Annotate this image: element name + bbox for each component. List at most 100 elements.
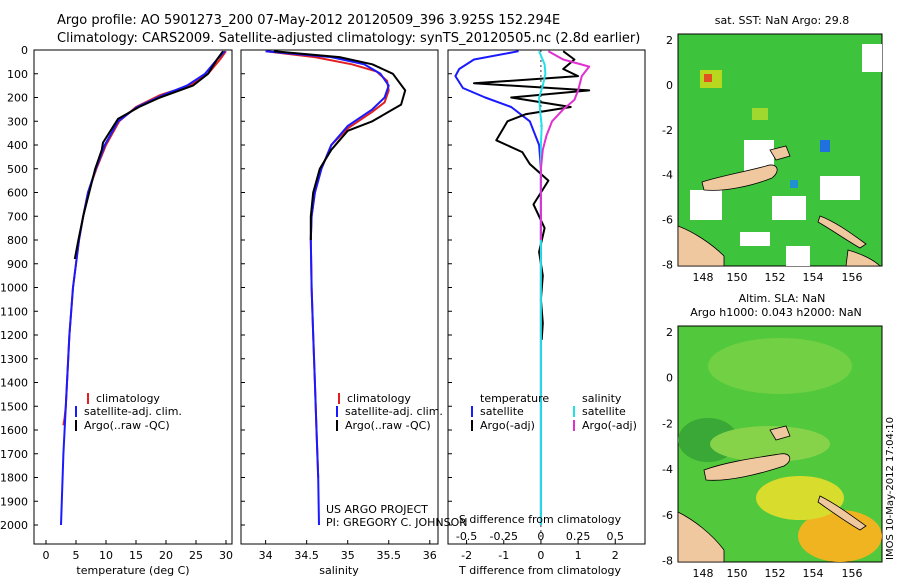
x-tick-label: 1 [575,549,582,562]
x-tick-label: -1 [498,549,509,562]
x-tick-label: 35.5 [377,549,402,562]
series-line-salinity-argo-adj- [539,50,591,240]
sla-field [708,338,852,394]
y-tick-label: 1000 [0,282,28,295]
y-tick-label: 1700 [0,448,28,461]
top-tick-label: 0.25 [566,530,591,543]
temperature-legend: climatology satellite-adj. clim. Argo(..… [75,392,182,432]
header-line1: Argo profile: AO 5901273_200 07-May-2012… [57,13,560,28]
x-tick-label: 35 [341,549,355,562]
y-tick-label: 800 [7,234,28,247]
sla-field [710,426,830,462]
sst-map-y-tick-label: 2 [666,34,673,47]
legend-label-s-argo: Argo(-adj) [582,419,637,432]
sst-map-x-tick-label: 150 [727,271,748,284]
legend-label-satellite: satellite-adj. clim. [345,405,443,418]
x-tick-label: 25 [189,549,203,562]
difference-xlabel-top: S difference from climatology [459,513,622,526]
salinity-panel [240,49,439,545]
legend-label-argo: Argo(..raw -QC) [345,419,431,432]
difference-legend: temperature salinity satellite Argo(-adj… [471,392,637,432]
y-tick-label: 1300 [0,353,28,366]
sla-map-y-tick-label: -6 [662,509,673,522]
legend-label-t-satellite: satellite [480,405,524,418]
sst-missing-patch [772,196,806,220]
sst-cool-patch [820,140,830,152]
y-tick-label: 400 [7,139,28,152]
y-tick-label: 2000 [0,519,28,532]
legend-label-s-satellite: satellite [582,405,626,418]
x-tick-label: 5 [73,549,80,562]
legend-label-argo: Argo(..raw -QC) [84,419,170,432]
legend-label-t-argo: Argo(-adj) [480,419,535,432]
x-tick-label: 2 [612,549,619,562]
legend-label-satellite: satellite-adj. clim. [84,405,182,418]
sst-map-x-tick-label: 154 [803,271,824,284]
y-tick-label: 1100 [0,305,28,318]
legend-title-salinity: salinity [582,392,622,405]
top-tick-label: -0.5 [456,530,477,543]
sla-high [756,476,844,520]
x-tick-label: 34.5 [294,549,319,562]
new-britain-island [701,164,778,191]
y-tick-label: 0 [21,44,28,57]
difference-xlabel: T difference from climatology [458,564,621,577]
new-guinea-coast [677,225,725,267]
sla-map-y-tick-label: 0 [666,372,673,385]
timestamp-vertical: IMOS 10-May-2012 17:04:10 [885,417,896,560]
x-tick-label: 34 [259,549,273,562]
sst-map [677,33,883,267]
credit-project: US ARGO PROJECT [326,503,428,516]
sla-map-y-tick-label: -2 [662,417,673,430]
y-tick-label: 1200 [0,329,28,342]
temperature-panel [33,49,233,545]
series-line-argo-raw-qc- [273,50,407,240]
x-tick-label: 30 [219,549,233,562]
legend-label-climatology: climatology [347,392,411,405]
new-guinea-coast [677,511,725,563]
sst-hot-spot [704,74,712,82]
y-tick-label: 1900 [0,495,28,508]
sst-map-title: sat. SST: NaN Argo: 29.8 [715,14,849,27]
island [845,249,881,267]
top-tick-label: -0.25 [490,530,518,543]
sst-map-x-tick-label: 148 [693,271,714,284]
sla-map-y-tick-label: -8 [662,554,673,567]
sst-map-y-tick-label: -2 [662,124,673,137]
x-tick-label: 0 [43,549,50,562]
sst-map-x-tick-label: 156 [842,271,863,284]
sst-map-x-tick-label: 152 [765,271,786,284]
y-tick-label: 1400 [0,377,28,390]
sla-map-y-tick-label: -4 [662,463,673,476]
new-britain-island [703,453,791,481]
sst-map-y-tick-label: 0 [666,79,673,92]
sst-warm-patch [752,108,768,120]
sla-map-x-tick-label: 152 [765,567,786,580]
x-tick-label: 36 [423,549,437,562]
y-tick-label: 700 [7,210,28,223]
y-tick-label: 1800 [0,472,28,485]
sst-map-y-tick-label: -6 [662,214,673,227]
x-tick-label: -2 [461,549,472,562]
solomon-island [817,215,867,249]
chart-layer: 0100200300400500600700800900100011001200… [0,34,863,580]
series-line-argo-raw-qc- [73,50,224,260]
series-line-salinity-satellite [538,50,547,525]
credit-pi: PI: GREGORY C. JOHNSON [326,516,467,529]
series-line-satellite-adj-clim- [265,50,390,526]
sst-missing-patch [740,232,770,246]
x-tick-label: 10 [99,549,113,562]
y-tick-label: 600 [7,187,28,200]
legend-label-climatology: climatology [96,392,160,405]
sst-map-y-tick-label: -8 [662,258,673,271]
salinity-legend: climatology satellite-adj. clim. Argo(..… [336,392,443,432]
header-line2: Climatology: CARS2009. Satellite-adjuste… [57,31,640,46]
difference-panel [447,49,646,545]
sst-missing-patch [786,246,810,266]
solomon-island [817,495,867,531]
sla-map-title1: Altim. SLA: NaN [739,292,826,305]
top-tick-label: 0.5 [607,530,625,543]
sla-map-title2: Argo h1000: 0.043 h2000: NaN [690,306,862,319]
sst-map-y-tick-label: -4 [662,169,673,182]
